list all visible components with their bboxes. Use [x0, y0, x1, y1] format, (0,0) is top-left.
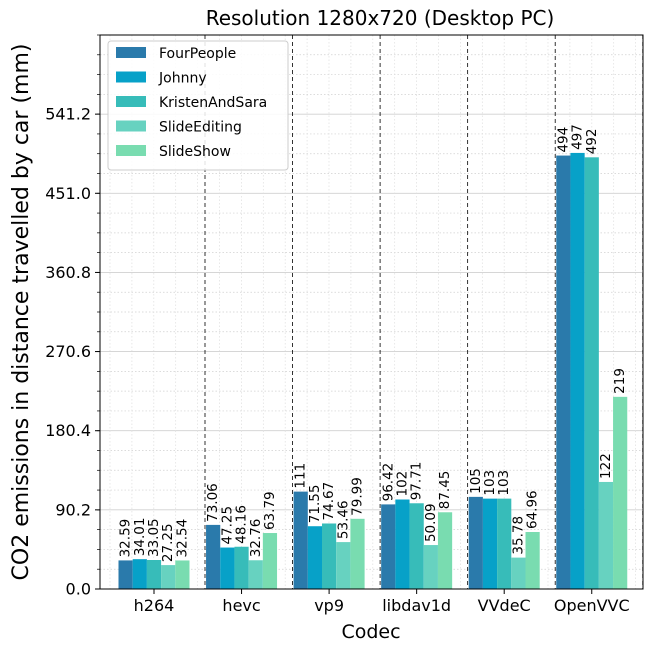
- data-label: 111: [293, 463, 309, 489]
- legend-swatch: [116, 145, 146, 156]
- x-tick-label: h264: [134, 596, 175, 615]
- y-tick-label: 90.2: [55, 500, 91, 519]
- y-tick-label: 541.2: [45, 105, 91, 124]
- legend-entry: FourPeople: [159, 46, 236, 62]
- y-axis: 0.0 90.2 180.4 270.6 360.8 451.0 541.2: [45, 34, 100, 599]
- bar-FourPeople-vp9: [293, 491, 308, 589]
- bar-KristenAndSara-VVdeC: [497, 498, 512, 589]
- bar-KristenAndSara-h264: [146, 560, 162, 589]
- bar-FourPeople-hevc: [206, 524, 221, 589]
- bar-SlideEditing-libdav1d: [423, 545, 438, 589]
- y-axis-label: CO2 emissions in distance travelled by c…: [9, 44, 34, 581]
- data-label: 35.78: [510, 516, 526, 555]
- legend-box: [107, 40, 289, 171]
- bar-FourPeople-h264: [118, 560, 133, 589]
- legend-entry: Johnny: [158, 71, 207, 87]
- bar-Johnny-vp9: [307, 526, 322, 589]
- grid-lines: [100, 34, 643, 590]
- data-label: 34.01: [132, 518, 148, 557]
- x-tick-label: libdav1d: [382, 596, 451, 615]
- data-label: 494: [555, 127, 571, 153]
- bar-SlideEditing-OpenVVC: [598, 481, 614, 589]
- legend-swatch: [116, 71, 146, 83]
- legend: FourPeople Johnny KristenAndSara SlideEditi…: [107, 40, 289, 171]
- bar-FourPeople-VVdeC: [468, 496, 483, 589]
- data-label: 71.55: [307, 485, 323, 524]
- bar-SlideShow-h264: [175, 560, 190, 589]
- x-tick-label: VVdeC: [478, 596, 531, 615]
- bar-Johnny-VVdeC: [482, 498, 498, 589]
- x-axis-label: Codec: [341, 621, 400, 643]
- x-tick-label: hevc: [222, 596, 260, 615]
- legend-swatch: [116, 120, 146, 132]
- data-label: 96.42: [380, 463, 396, 502]
- data-label: 32.76: [248, 519, 264, 558]
- x-tick-label: OpenVVC: [554, 596, 630, 615]
- bar-KristenAndSara-hevc: [234, 546, 249, 589]
- chart-title: Resolution 1280x720 (Desktop PC): [206, 6, 555, 30]
- bar-SlideShow-OpenVVC: [613, 396, 628, 589]
- x-tick-label: vp9: [314, 596, 344, 615]
- bar-SlideShow-vp9: [350, 518, 365, 589]
- data-label: 50.09: [423, 503, 439, 542]
- data-label: 32.59: [118, 519, 134, 558]
- bar-SlideShow-VVdeC: [525, 532, 540, 589]
- data-label: 87.45: [437, 471, 453, 510]
- legend-entry: SlideEditing: [159, 120, 242, 136]
- data-label: 33.05: [146, 518, 162, 557]
- data-label: 32.54: [174, 519, 190, 558]
- data-label: 48.16: [234, 505, 250, 544]
- y-tick-label: 0.0: [66, 580, 91, 599]
- bar-KristenAndSara-vp9: [322, 523, 337, 589]
- bar-SlideEditing-vp9: [336, 542, 351, 589]
- data-label: 103: [482, 470, 498, 496]
- bar-Johnny-h264: [132, 559, 147, 589]
- bar-SlideShow-hevc: [262, 533, 278, 589]
- data-label: 73.06: [205, 483, 221, 522]
- data-label: 105: [468, 468, 484, 494]
- y-tick-label: 180.4: [45, 421, 91, 440]
- data-label: 497: [570, 124, 586, 150]
- bar-FourPeople-OpenVVC: [556, 155, 571, 589]
- bar-SlideEditing-hevc: [248, 560, 263, 589]
- bar-Johnny-OpenVVC: [570, 152, 585, 589]
- y-tick-label: 451.0: [45, 184, 91, 203]
- y-tick-label: 270.6: [45, 342, 91, 361]
- bar-FourPeople-libdav1d: [381, 504, 396, 589]
- data-label: 74.67: [321, 482, 337, 521]
- data-label: 97.71: [409, 462, 425, 501]
- data-label: 64.96: [525, 490, 541, 529]
- bar-Johnny-libdav1d: [395, 499, 410, 589]
- bar-Johnny-hevc: [220, 547, 235, 589]
- legend-entry: SlideShow: [159, 144, 231, 160]
- bar-KristenAndSara-libdav1d: [409, 503, 424, 589]
- legend-swatch: [116, 96, 146, 107]
- data-label: 63.79: [262, 491, 278, 530]
- legend-swatch: [116, 47, 146, 58]
- data-label: 47.25: [219, 506, 235, 545]
- legend-entry: KristenAndSara: [159, 95, 267, 111]
- data-label: 103: [496, 470, 512, 496]
- y-tick-label: 360.8: [45, 263, 91, 282]
- x-axis: h264 hevc vp9 libdav1d VVdeC OpenVVC: [134, 589, 630, 615]
- data-label: 102: [394, 471, 410, 497]
- bar-KristenAndSara-OpenVVC: [584, 157, 599, 589]
- bar-SlideEditing-h264: [161, 565, 176, 589]
- data-label: 53.46: [335, 500, 351, 539]
- data-label: 219: [612, 368, 628, 394]
- bar-SlideEditing-VVdeC: [511, 557, 526, 589]
- data-label: 492: [584, 129, 600, 155]
- data-label: 79.99: [350, 477, 366, 516]
- bar-SlideShow-libdav1d: [437, 512, 453, 589]
- bars: [118, 152, 628, 589]
- data-label: 27.25: [160, 523, 176, 562]
- data-label: 122: [598, 453, 614, 479]
